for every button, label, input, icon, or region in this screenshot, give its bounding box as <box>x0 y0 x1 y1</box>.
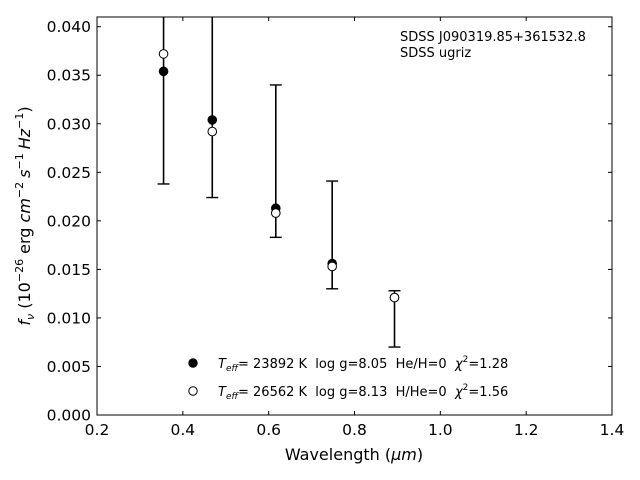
data-point-open <box>270 208 281 218</box>
x-title-post: ) <box>417 445 423 464</box>
legend-1-t: T <box>218 357 227 372</box>
data-point-open <box>207 126 218 137</box>
legend-entry-1: Teff= 23892 K log g=8.05 He/H=0 χ2=1.28 <box>218 355 508 374</box>
data-point-filled <box>158 66 169 77</box>
legend-1-sup: 2 <box>463 355 469 365</box>
y-title-cm: cm <box>15 198 34 222</box>
y-tick-label: 0.000 <box>47 407 91 425</box>
y-title-f: f <box>15 318 34 326</box>
y-title-e3: −1 <box>13 153 26 169</box>
x-tick-label: 0.2 <box>85 421 110 439</box>
x-title-unit: μm <box>390 445 417 464</box>
y-title-e4: −1 <box>13 113 26 129</box>
y-title-s: s <box>15 170 34 178</box>
x-title-pre: Wavelength ( <box>285 445 391 464</box>
legend-2-t: T <box>218 385 227 400</box>
y-tick-label: 0.035 <box>47 67 91 85</box>
y-tick-label: 0.010 <box>47 309 91 327</box>
error-bars <box>157 17 401 348</box>
data-point-open <box>327 261 337 272</box>
x-tick-label: 0.4 <box>171 421 196 439</box>
x-tick-label: 1.2 <box>514 421 539 439</box>
x-tick-label: 1.4 <box>600 421 625 439</box>
legend-2-sup: 2 <box>463 383 469 393</box>
y-tick-label: 0.030 <box>47 115 91 133</box>
x-tick-label: 1.0 <box>428 421 453 439</box>
axes-ticks: 0.2 0.4 0.6 0.8 1.0 1.2 1.4 0.000 0.005 0.010 0.01… <box>47 17 625 439</box>
y-title-close: ) <box>15 106 34 112</box>
y-tick-label: 0.025 <box>47 164 91 182</box>
annotation-survey: SDSS ugriz <box>400 46 471 61</box>
y-axis-title: fν (10−26 erg cm−2s−1Hz−1) <box>13 106 37 325</box>
legend-1-text: = 23892 K log g=8.05 He/H=0 <box>238 357 455 372</box>
data-point-open <box>158 49 169 59</box>
annotation-object-name: SDSS J090319.85+361532.8 <box>400 30 586 45</box>
legend-1-tail: =1.28 <box>468 357 508 372</box>
y-title-e2: −2 <box>13 182 26 198</box>
y-title-p2: erg <box>15 222 34 258</box>
y-tick-label: 0.040 <box>47 18 91 36</box>
x-tick-label: 0.8 <box>342 421 367 439</box>
legend-2-tail: =1.56 <box>468 385 508 400</box>
y-title-hz: Hz <box>15 128 34 149</box>
data-markers <box>158 49 400 303</box>
x-tick-label: 0.6 <box>256 421 281 439</box>
data-point-open <box>389 292 400 303</box>
legend-2-eff: eff <box>226 392 240 402</box>
legend-entry-2: Teff= 26562 K log g=8.13 H/He=0 χ2=1.56 <box>218 383 508 402</box>
y-tick-label: 0.020 <box>47 212 91 230</box>
legend-1-chi: χ <box>454 357 464 372</box>
legend-2-chi: χ <box>454 385 464 400</box>
x-axis-title: Wavelength (μm) <box>285 445 423 464</box>
y-title-nu: ν <box>24 314 37 320</box>
y-title-p1: (10 <box>15 282 34 314</box>
y-title-e1: −26 <box>13 259 26 282</box>
data-point-filled <box>207 115 218 125</box>
legend-marker-open <box>188 386 198 396</box>
y-tick-label: 0.015 <box>47 261 91 279</box>
plot-frame <box>96 16 613 416</box>
y-tick-label: 0.005 <box>47 358 91 376</box>
legend: Teff= 23892 K log g=8.05 He/H=0 χ2=1.28 … <box>188 355 508 402</box>
legend-2-text: = 26562 K log g=8.13 H/He=0 <box>238 385 455 400</box>
legend-1-eff: eff <box>226 364 240 374</box>
legend-marker-filled <box>188 358 198 368</box>
